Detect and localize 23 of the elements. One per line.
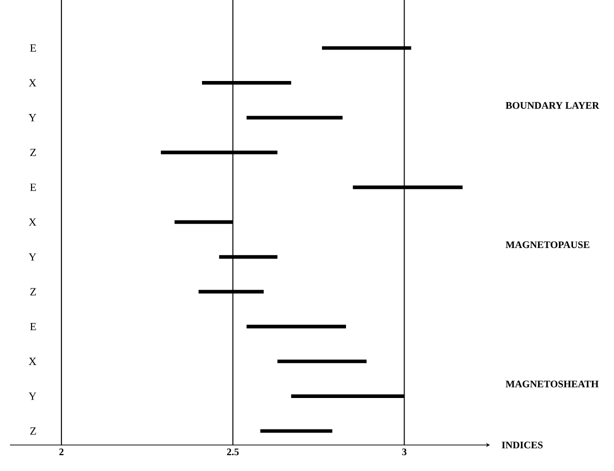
y-tick-label: Z [30,148,36,156]
y-tick-label: Y [28,392,36,400]
bar [260,429,332,433]
y-tick-label: E [30,184,36,191]
bar [277,360,367,364]
y-tick-label: X [28,218,36,226]
y-tick-label: Z [30,288,36,296]
text: MAGNETOPAUSE [506,241,590,248]
y-tick-label: X [28,79,36,86]
x-axis-title: INDICES [502,442,543,448]
x-tick-label: 2.5 [227,448,239,456]
bar [246,116,343,120]
bar [246,324,346,328]
text: BOUNDARY LAYER [506,102,600,109]
y-tick-label: Y [28,253,36,260]
y-tick-label: Y [28,114,36,122]
x-tick-label: 3 [402,448,406,456]
text: MAGNETOSHEATH [506,380,599,388]
y-tick-label: E [30,322,36,330]
y-tick-label: X [28,358,36,365]
x-tick-label: 2 [59,448,64,456]
y-tick-label: Z [30,427,36,435]
y-tick-label: E [30,44,36,52]
